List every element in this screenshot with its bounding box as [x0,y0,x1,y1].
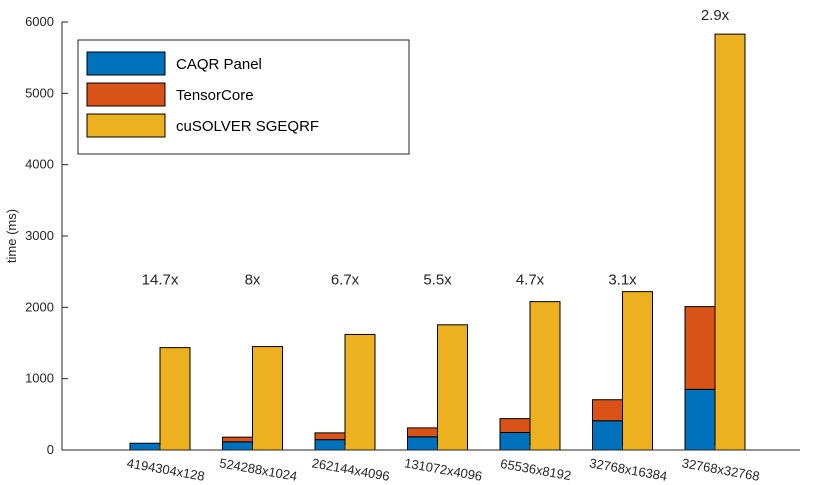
speedup-annotation-1: 8x [245,271,261,288]
bar-cusolver-sgeqrf-6 [714,33,746,451]
y-tick-label-3: 3000 [25,228,54,243]
bar-cusolver-sgeqrf-1 [252,346,283,451]
speedup-annotation-3: 5.5x [423,271,452,288]
y-tick-label-4: 4000 [25,157,54,172]
bar-cusolver-sgeqrf-0 [159,347,191,451]
bar-caqr-panel-2 [314,439,346,451]
speedup-annotation-5: 3.1x [608,271,637,288]
y-tick-label-1: 1000 [25,371,54,386]
bar-cusolver-sgeqrf-2 [344,333,376,451]
bar-tensorcore-3 [407,427,438,438]
bar-tensorcore-5 [592,399,623,422]
speedup-annotation-4: 4.7x [516,271,545,288]
y-tick-label-0: 0 [47,442,54,457]
legend: CAQR Panel TensorCore cuSOLVER SGEQRF [77,39,410,155]
bar-caqr-panel-1 [222,441,253,451]
speedup-annotation-2: 6.7x [331,271,360,288]
ticks-group: 0 1000 2000 3000 4000 5000 6000 [25,14,716,457]
y-tick-label-2: 2000 [25,299,54,314]
bar-cusolver-sgeqrf-5 [622,291,653,451]
bar-tensorcore-1 [222,436,253,443]
bar-caqr-panel-4 [499,432,531,451]
legend-swatch-1 [86,82,166,107]
legend-label-2: cuSOLVER SGEQRF [176,118,319,135]
legend-label-0: CAQR Panel [176,56,262,73]
y-tick-label-5: 5000 [25,85,54,100]
bar-tensorcore-6 [684,306,716,390]
bar-cusolver-sgeqrf-4 [529,301,561,451]
legend-swatch-2 [86,113,166,138]
bar-caqr-panel-6 [684,388,716,451]
y-tick-label-6: 6000 [25,14,54,29]
y-axis-title: time (ms) [4,209,19,263]
bar-cusolver-sgeqrf-3 [437,324,468,451]
bar-caqr-panel-0 [129,442,161,451]
bar-tensorcore-4 [499,418,531,434]
bars-group [129,33,746,451]
annotations-group: 14.7x 8x 6.7x 5.5x 4.7x 3.1x 2.9x [142,7,730,288]
legend-swatch-0 [86,51,166,76]
bar-caqr-panel-5 [592,420,623,451]
legend-label-1: TensorCore [176,87,254,104]
bar-tensorcore-2 [314,432,346,441]
bar-caqr-panel-3 [407,436,438,451]
speedup-annotation-0: 14.7x [142,271,179,288]
speedup-annotation-6: 2.9x [701,7,730,24]
